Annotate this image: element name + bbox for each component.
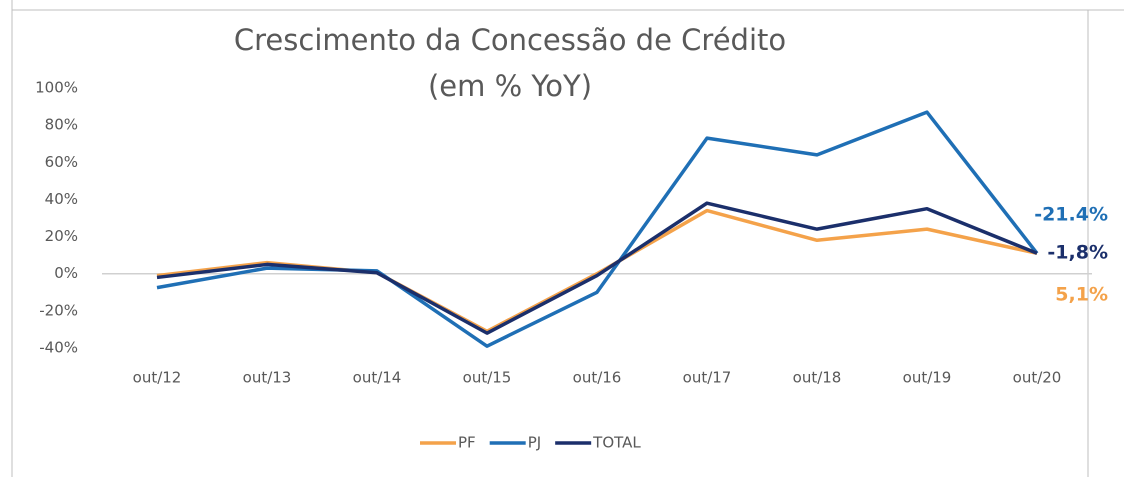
- chart-title: Crescimento da Concessão de Crédito: [234, 23, 786, 57]
- x-tick-label: out/14: [353, 369, 402, 387]
- x-tick-label: out/17: [683, 369, 732, 387]
- legend-label: TOTAL: [592, 434, 641, 452]
- chart-subtitle: (em % YoY): [428, 69, 592, 103]
- x-tick-label: out/16: [573, 369, 622, 387]
- x-tick-label: out/18: [793, 369, 842, 387]
- annotation: -21.4%: [1034, 204, 1108, 226]
- y-tick-label: -20%: [39, 301, 78, 319]
- series-line: [156, 208, 1038, 334]
- series-line: [156, 110, 1039, 348]
- y-tick-label: 100%: [35, 79, 78, 97]
- annotation: -1,8%: [1047, 242, 1108, 264]
- legend-label: PF: [458, 434, 476, 452]
- y-tick-label: 80%: [45, 116, 78, 134]
- y-tick-label: 0%: [54, 264, 78, 282]
- legend-label: PJ: [528, 434, 541, 452]
- y-tick-label: 20%: [45, 227, 78, 245]
- x-tick-label: out/15: [463, 369, 512, 387]
- y-tick-label: 60%: [45, 153, 78, 171]
- series-line: [156, 201, 1038, 335]
- x-tick-label: out/19: [903, 369, 952, 387]
- y-tick-label: -40%: [39, 339, 78, 357]
- x-tick-label: out/20: [1013, 369, 1062, 387]
- y-tick-label: 40%: [45, 190, 78, 208]
- annotation: 5,1%: [1055, 284, 1108, 306]
- x-tick-label: out/12: [133, 369, 182, 387]
- x-tick-label: out/13: [243, 369, 292, 387]
